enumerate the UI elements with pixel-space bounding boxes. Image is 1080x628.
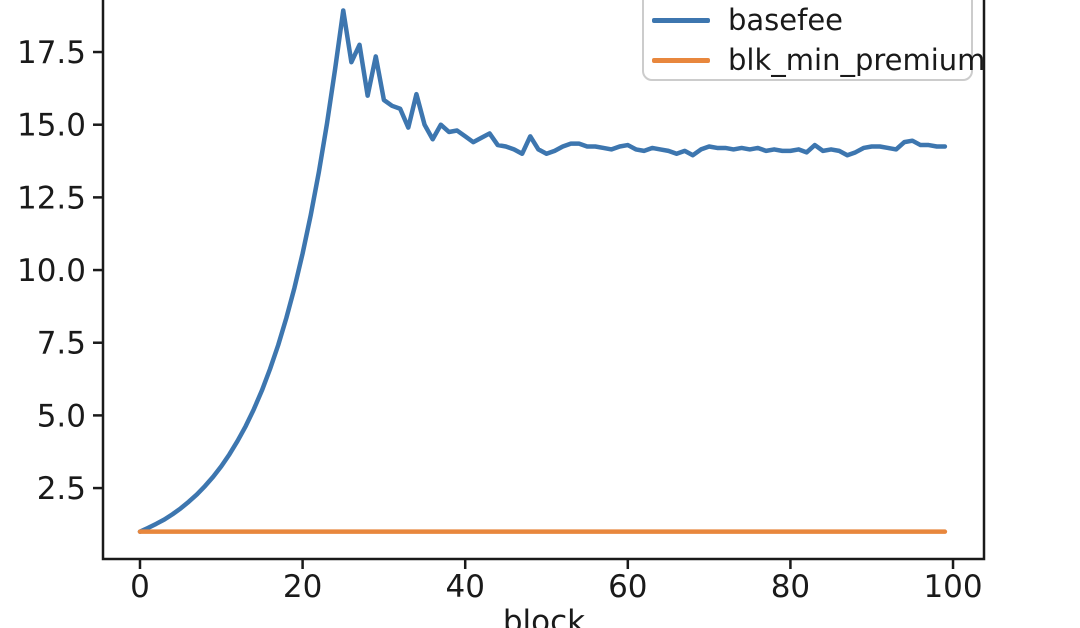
legend-label-basefee: basefee bbox=[728, 3, 844, 37]
legend-item-blk-min-premium: blk_min_premium bbox=[644, 40, 985, 80]
x-tick-label: 100 bbox=[923, 569, 982, 605]
axes-spines bbox=[101, 0, 986, 561]
y-tick-label: 17.5 bbox=[17, 35, 86, 71]
x-axis-label: block bbox=[502, 604, 586, 628]
x-tick-label: 80 bbox=[771, 569, 810, 605]
y-tick-label: 12.5 bbox=[17, 180, 86, 216]
x-tick-label: 40 bbox=[445, 569, 484, 605]
y-tick-label: 2.5 bbox=[37, 471, 86, 507]
x-tick-label: 0 bbox=[130, 569, 150, 605]
y-tick-label: 5.0 bbox=[37, 398, 86, 434]
blk-min-premium-line-swatch bbox=[652, 57, 710, 63]
y-tick-label: 10.0 bbox=[17, 253, 86, 289]
legend-box: basefee blk_min_premium bbox=[642, 0, 985, 81]
legend-item-basefee: basefee bbox=[644, 0, 971, 40]
basefee-line-swatch bbox=[652, 17, 710, 23]
y-tick-label: 15.0 bbox=[17, 108, 86, 144]
series-line-basefee bbox=[137, 8, 948, 534]
x-tick-label: 60 bbox=[608, 569, 647, 605]
y-tick-label: 7.5 bbox=[37, 326, 86, 362]
legend-label-blk-min-premium: blk_min_premium bbox=[728, 43, 986, 77]
x-tick-label: 20 bbox=[283, 569, 322, 605]
